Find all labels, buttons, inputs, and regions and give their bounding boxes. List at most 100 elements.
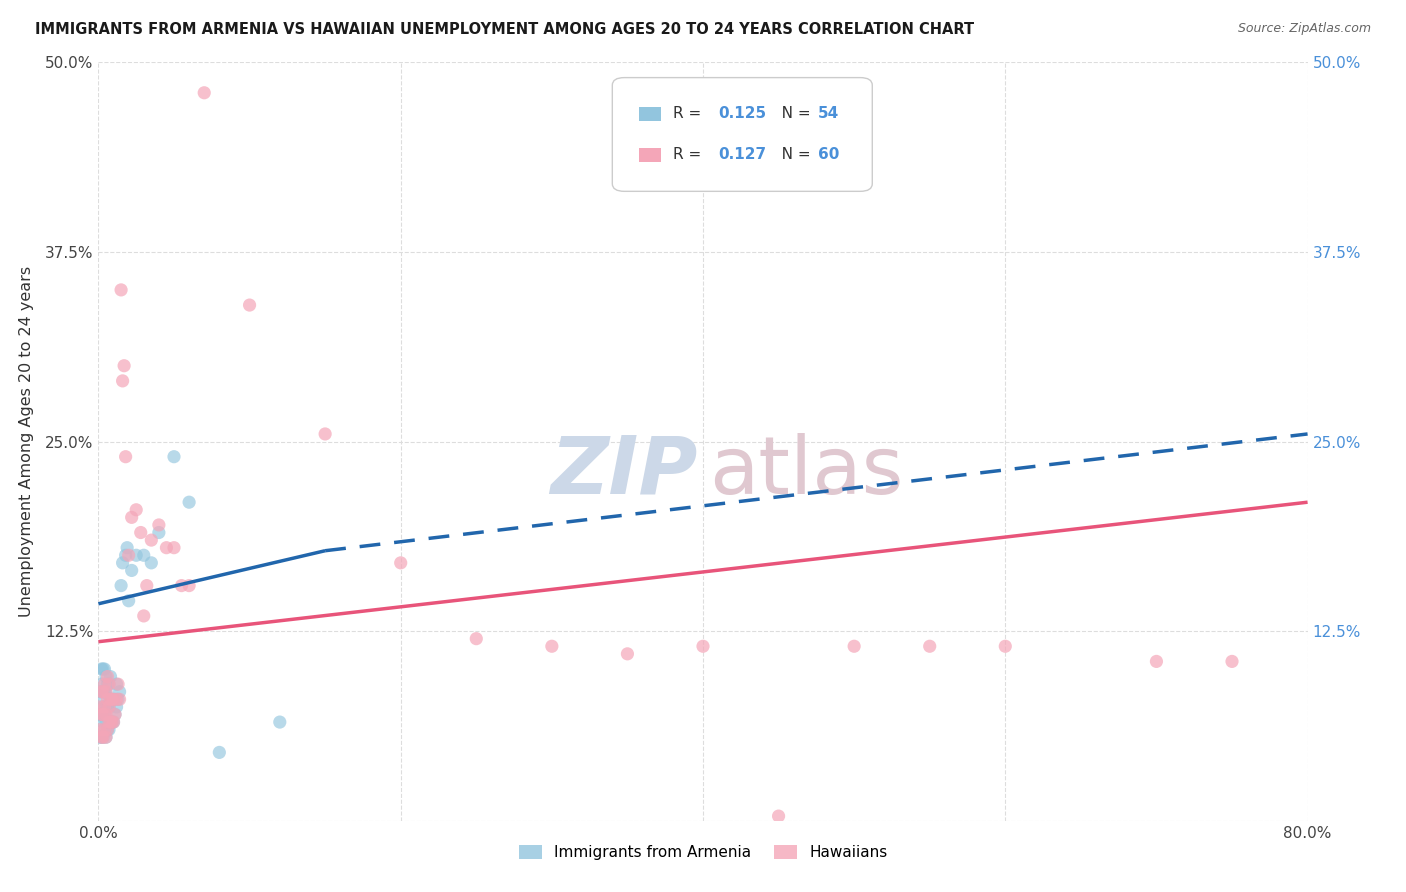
Point [103, 715, 125, 730]
Point [114, 548, 136, 563]
Point [155, 541, 177, 555]
Point [93, 662, 115, 676]
Point [121, 510, 143, 524]
Point [105, 677, 128, 691]
Point [118, 548, 141, 563]
Point [90, 692, 112, 706]
Point [148, 517, 170, 532]
Point [90, 677, 112, 691]
Legend: Immigrants from Armenia, Hawaiians: Immigrants from Armenia, Hawaiians [513, 838, 893, 866]
Point [129, 525, 152, 540]
Point [96, 692, 118, 706]
Text: 60: 60 [818, 147, 839, 162]
Point [90, 685, 112, 699]
Point [94, 730, 117, 744]
Point [170, 579, 193, 593]
Point [98, 677, 121, 691]
Point [208, 746, 231, 760]
Point [108, 685, 131, 699]
Point [314, 427, 336, 442]
Point [389, 556, 412, 570]
Text: atlas: atlas [709, 433, 904, 511]
Point [616, 647, 638, 661]
Point [135, 579, 157, 593]
Point [91, 685, 114, 699]
Text: N =: N = [768, 147, 815, 162]
Point [96, 723, 118, 737]
Point [110, 579, 132, 593]
Point [101, 692, 124, 706]
Point [110, 283, 132, 297]
Point [91, 707, 114, 722]
Point [101, 692, 124, 706]
Point [89, 699, 111, 714]
Point [844, 639, 866, 653]
Point [108, 692, 131, 706]
Point [90, 730, 112, 744]
Point [148, 525, 170, 540]
Point [90, 707, 112, 722]
Point [1220, 655, 1243, 669]
Point [768, 809, 790, 823]
Point [163, 450, 186, 464]
Point [93, 707, 115, 722]
Text: R =: R = [672, 147, 706, 162]
Point [91, 730, 114, 744]
Point [118, 594, 141, 608]
Point [107, 677, 129, 691]
Point [91, 662, 114, 676]
Point [114, 450, 136, 464]
FancyBboxPatch shape [613, 78, 872, 191]
Point [100, 692, 122, 706]
Point [94, 715, 117, 730]
Point [105, 692, 128, 706]
Point [98, 723, 121, 737]
Y-axis label: Unemployment Among Ages 20 to 24 years: Unemployment Among Ages 20 to 24 years [18, 266, 34, 617]
Point [96, 723, 118, 737]
Point [112, 359, 135, 373]
Point [105, 699, 128, 714]
Point [89, 723, 111, 737]
Point [93, 723, 115, 737]
Point [98, 699, 121, 714]
Point [269, 715, 291, 730]
Point [91, 685, 114, 699]
Point [101, 715, 124, 730]
Point [98, 715, 121, 730]
Point [93, 685, 115, 699]
Point [93, 699, 115, 714]
Text: 0.125: 0.125 [718, 106, 766, 121]
Text: 0.127: 0.127 [718, 147, 766, 162]
Point [94, 669, 117, 683]
Point [163, 541, 186, 555]
Point [91, 699, 114, 714]
Text: IMMIGRANTS FROM ARMENIA VS HAWAIIAN UNEMPLOYMENT AMONG AGES 20 TO 24 YEARS CORRE: IMMIGRANTS FROM ARMENIA VS HAWAIIAN UNEM… [35, 22, 974, 37]
Point [994, 639, 1017, 653]
Bar [638, 148, 661, 161]
Point [98, 699, 121, 714]
Point [540, 639, 562, 653]
Point [89, 685, 111, 699]
Point [115, 541, 138, 555]
Point [141, 533, 163, 548]
Point [94, 685, 117, 699]
Point [239, 298, 262, 312]
Point [96, 669, 118, 683]
Point [100, 715, 122, 730]
Point [98, 677, 121, 691]
Point [465, 632, 488, 646]
Point [103, 692, 125, 706]
Point [103, 715, 125, 730]
Point [90, 707, 112, 722]
Point [94, 699, 117, 714]
Point [94, 707, 117, 722]
Point [90, 730, 112, 744]
Point [96, 677, 118, 691]
Point [125, 503, 148, 517]
Point [94, 730, 117, 744]
Point [100, 692, 122, 706]
Point [111, 374, 134, 388]
Point [93, 723, 115, 737]
Point [1144, 655, 1167, 669]
Point [101, 715, 124, 730]
